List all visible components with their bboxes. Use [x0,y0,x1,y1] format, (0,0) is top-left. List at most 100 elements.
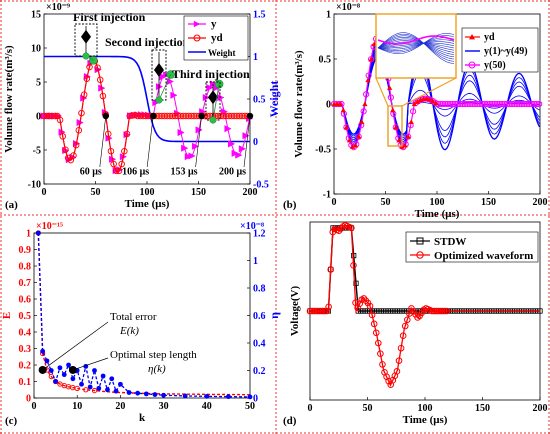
optimized-marker [439,307,446,315]
yd-marker [62,146,69,153]
eta-marker [61,372,67,378]
y50-marker [360,108,367,115]
yd-marker [402,142,408,148]
yd-marker [414,99,421,104]
optimized-marker [319,307,326,315]
y50-marker [387,94,394,101]
yd-marker [56,116,64,124]
optimized-marker [306,307,314,315]
panel-label: (b) [283,199,297,211]
optimized-marker [370,320,378,328]
yd-marker [396,137,402,143]
y-marker [242,132,250,140]
crossing-label: 153 μs [171,166,198,177]
optimized-marker [335,227,343,234]
y-tick-label: 0.2 [19,361,32,372]
optimized-marker [377,350,384,358]
yd-marker [430,98,436,104]
zoom-connector [375,77,389,107]
E-marker [83,387,89,393]
yd-marker [118,160,125,168]
yd-marker [427,96,433,102]
crossing-leader [195,115,202,168]
yd-marker [105,130,112,138]
legend-label-weight: Weight [208,48,236,58]
legend-marker-stdw [416,237,424,245]
y2-tick-label: 1 [253,52,258,63]
y-marker [228,140,236,148]
optimized-marker [428,307,436,315]
y-tick-label: 5 [36,78,41,89]
yd-marker [59,133,66,140]
legend-label-stdw: STDW [434,236,466,248]
y50-marker [410,108,417,115]
y-marker [206,84,214,92]
yd-marker [365,77,371,83]
inset-y50-line [377,35,455,45]
eta-marker [118,381,123,387]
yd-marker [107,147,115,155]
x-tick-label: 100 [418,403,433,414]
optimized-marker [395,357,403,364]
y-tick-label: -1 [323,190,331,201]
annotation-eta-of-k: η(k) [148,363,166,375]
optimized-marker [379,361,386,368]
optimized-marker [327,266,335,273]
x-axis-label: Time (μs) [415,208,460,220]
y-tick-label: 0.5 [19,311,32,322]
legend-box [405,231,539,263]
y2-tick-label: 0 [253,137,258,148]
x-tick-label: 20 [115,401,125,412]
x-tick-label: 150 [481,197,496,208]
injection-peak [89,55,98,65]
E-marker [57,381,63,387]
y-marker [188,152,196,160]
yd-marker [123,130,131,138]
optimized-marker [401,322,409,330]
x-tick-label: 0 [332,197,337,208]
y-tick-label: 0.3 [19,344,32,355]
legend-label-yd: yd [211,32,223,44]
y-tick-label: -0.5 [315,145,331,156]
x-tick-label: 0 [32,401,37,412]
yd-marker [343,124,349,130]
eta-marker [152,392,158,397]
eta-marker [182,393,188,399]
y-marker [170,91,178,99]
yd-marker [337,101,343,107]
legend-label-y: y [211,18,217,30]
zoom-region [387,105,403,147]
x-tick-label: 200 [533,403,548,414]
optimized-marker [399,332,407,340]
eta-marker [40,348,46,354]
eta-marker [100,373,106,379]
eta-marker [204,393,210,399]
crossing-label: 200 μs [219,166,246,177]
x-tick-label: 50 [381,197,391,208]
yd-marker [387,85,393,90]
optimized-marker [350,262,357,269]
panel-label: (d) [283,415,297,427]
y-marker [181,144,189,152]
yd-marker [75,127,83,134]
yd-marker [349,144,356,149]
y-axis-label: Volume flow rate(m³/s) [293,50,305,158]
eta-marker [44,358,50,364]
eta-marker [53,379,58,384]
optimized-marker [317,307,324,315]
y50-marker [363,91,370,98]
y2-tick-label: 0.4 [253,339,266,350]
y50-marker [536,100,543,108]
y2-axis-label: Weight [267,81,281,118]
optimized-marker [397,344,405,352]
crossing-leader [243,115,251,168]
y-tick-label: 0.8 [19,262,32,273]
yd-marker [356,134,362,139]
legend-d: STDW Optimized waveform [405,231,539,263]
x-tick-label: 100 [140,187,155,198]
yd-marker [340,107,346,113]
y-tick-label: 0 [36,112,41,123]
yd-marker [70,152,77,159]
injection-label: Third injection [172,67,250,81]
crossing-label: 106 μs [122,166,149,177]
